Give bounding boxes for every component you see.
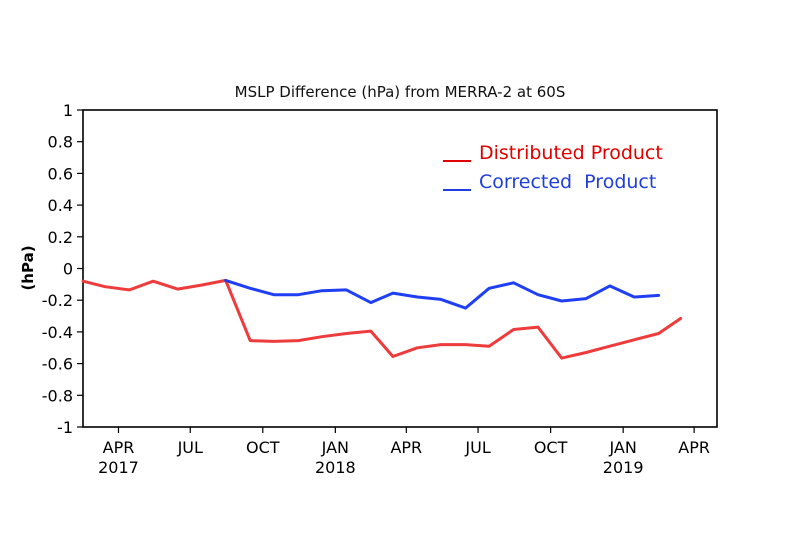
x-tick-label: APR <box>103 438 135 457</box>
y-axis: 1 0.8 0.6 0.4 0.2 0 -0.2 -0.4 -0.6 -0.8 -1 <box>42 101 83 437</box>
series-lines <box>81 278 683 360</box>
x-tick-label: JAN <box>321 438 349 457</box>
x-tick-year-label: 2019 <box>603 458 644 477</box>
x-tick-label: OCT <box>246 438 280 457</box>
y-tick-label: 0 <box>63 260 73 279</box>
legend-label-distributed: Distributed Product <box>479 142 663 164</box>
series-line-distributed <box>81 278 683 360</box>
y-tick-label: -0.8 <box>42 386 73 405</box>
y-tick-label: -0.4 <box>42 323 73 342</box>
x-tick-label: JUL <box>464 438 490 457</box>
series-line-corrected <box>224 278 661 310</box>
x-tick-label: APR <box>678 438 710 457</box>
legend: Distributed Product Corrected Product <box>443 142 663 193</box>
y-tick-label: 0.8 <box>48 133 73 152</box>
y-tick-label: 0.6 <box>48 164 73 183</box>
x-tick-label: APR <box>390 438 422 457</box>
legend-label-corrected: Corrected Product <box>479 171 656 193</box>
x-tick-label: OCT <box>534 438 568 457</box>
y-tick-label: -1 <box>57 418 73 437</box>
y-tick-label: 0.4 <box>48 196 73 215</box>
y-axis-label: (hPa) <box>19 245 37 290</box>
y-tick-label: -0.6 <box>42 355 73 374</box>
y-tick-label: 1 <box>63 101 73 120</box>
y-tick-label: 0.2 <box>48 228 73 247</box>
x-tick-label: JUL <box>177 438 203 457</box>
x-tick-year-label: 2017 <box>98 458 139 477</box>
y-tick-label: -0.2 <box>42 291 73 310</box>
chart-title: MSLP Difference (hPa) from MERRA-2 at 60… <box>235 83 566 101</box>
x-tick-year-label: 2018 <box>315 458 356 477</box>
x-tick-label: JAN <box>608 438 636 457</box>
